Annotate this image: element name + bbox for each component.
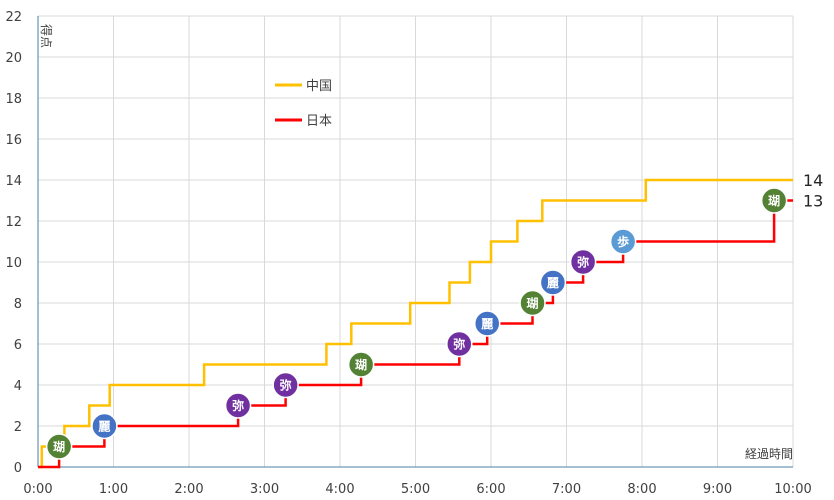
x-tick-label: 0:00 [23,482,52,497]
scorer-marker [609,228,637,255]
x-tick-label: 9:00 [703,482,732,497]
scorer-marker [91,412,118,440]
y-tick-label: 20 [5,51,22,66]
scorer-marker [473,310,501,337]
x-tick-label: 1:00 [99,482,128,497]
scorer-marker [539,269,567,296]
scorer-marker-label: 弥 [453,337,465,352]
y-tick-label: 0 [14,461,22,476]
y-tick-label: 16 [5,133,22,148]
y-tick-label: 4 [14,379,22,394]
scorer-marker [45,433,73,460]
scorer-marker-label: 瑚 [768,193,780,208]
scorer-marker-label: 瑚 [53,439,65,454]
y-tick-label: 2 [14,420,22,435]
y-axis-title: 得点 [39,24,54,48]
y-tick-label: 18 [5,92,22,107]
series-end-label-2: 13 [803,192,823,211]
scorer-marker [569,248,597,276]
scorer-marker-label: 麗 [547,276,559,290]
legend-label-1: 中国 [306,79,332,94]
scorer-marker [446,330,473,358]
scorer-marker-label: 瑚 [355,357,367,372]
y-tick-label: 6 [14,338,22,353]
series-end-label-1: 14 [803,171,823,190]
scorer-marker-label: 弥 [577,255,589,270]
x-tick-label: 7:00 [552,482,581,497]
x-tick-label: 4:00 [325,482,354,497]
y-tick-label: 8 [14,297,22,312]
scorer-marker-label: 弥 [280,378,292,393]
scorer-marker [272,371,299,399]
scorer-marker [519,289,546,317]
scorer-marker-label: 弥 [232,398,244,413]
series-line-1 [38,178,793,469]
x-tick-label: 8:00 [627,482,656,497]
x-tick-label: 2:00 [174,482,203,497]
x-tick-label: 10:00 [774,482,811,497]
gridlines [38,15,794,467]
scorer-marker [760,187,788,214]
legend-label-2: 日本 [306,114,332,129]
scorer-marker [224,392,252,419]
scorer-marker [347,351,375,378]
scorer-marker-label: 麗 [481,317,493,331]
x-tick-label: 6:00 [476,482,505,497]
x-axis-title: 経過時間 [745,447,793,461]
x-tick-label: 3:00 [250,482,279,497]
y-tick-label: 10 [5,256,22,271]
scorer-marker-label: 歩 [617,234,629,249]
x-tick-label: 5:00 [401,482,430,497]
y-tick-label: 14 [5,174,22,189]
scorer-marker-label: 瑚 [527,296,539,311]
axes: 0 2 4 6 8 10 12 14 16 18 20 22 0:00 1:00 2:00 3:00 4:00 5… [5,10,811,497]
y-tick-label: 22 [5,10,22,25]
y-tick-label: 12 [5,215,22,230]
scorer-marker-label: 麗 [98,420,110,434]
